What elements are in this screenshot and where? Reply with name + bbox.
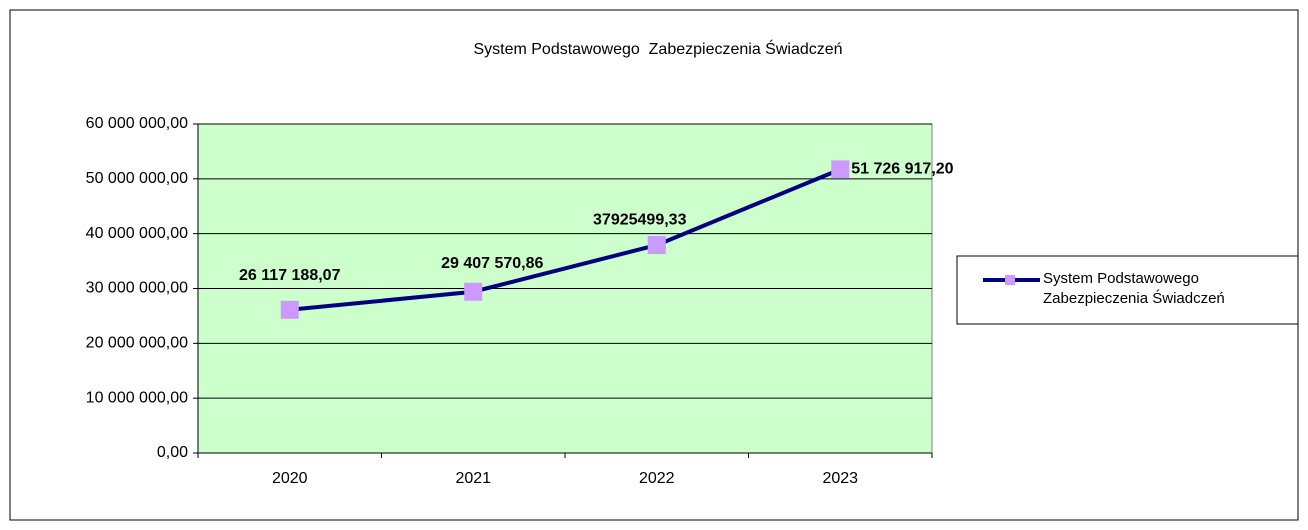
y-tick-label: 0,00 (157, 444, 188, 461)
y-tick-label: 10 000 000,00 (86, 389, 188, 406)
y-tick-label: 40 000 000,00 (86, 225, 188, 242)
y-tick-label: 60 000 000,00 (86, 115, 188, 132)
legend-label: System Podstawowego Zabezpieczenia Świad… (1043, 270, 1225, 307)
legend-box (956, 255, 1299, 325)
chart-title: System Podstawowego Zabezpieczenia Świad… (473, 39, 842, 58)
data-label: 37925499,33 (593, 211, 687, 228)
marker (464, 282, 483, 301)
data-label: 51 726 917,20 (851, 161, 953, 178)
line (289, 167, 842, 312)
legend-marker (1005, 275, 1015, 285)
x-tick-label: 2020 (272, 470, 308, 487)
y-tick-label: 20 000 000,00 (86, 335, 188, 352)
marker (280, 300, 299, 319)
data-label: 26 117 188,07 (239, 267, 341, 284)
y-tick-label: 50 000 000,00 (86, 170, 188, 187)
data-label: 29 407 570,86 (441, 255, 543, 272)
x-tick-label: 2023 (822, 470, 858, 487)
x-tick-label: 2022 (639, 470, 675, 487)
marker (647, 236, 666, 255)
y-tick-label: 30 000 000,00 (86, 280, 188, 297)
x-tick-label: 2021 (455, 470, 491, 487)
marker (831, 160, 850, 179)
